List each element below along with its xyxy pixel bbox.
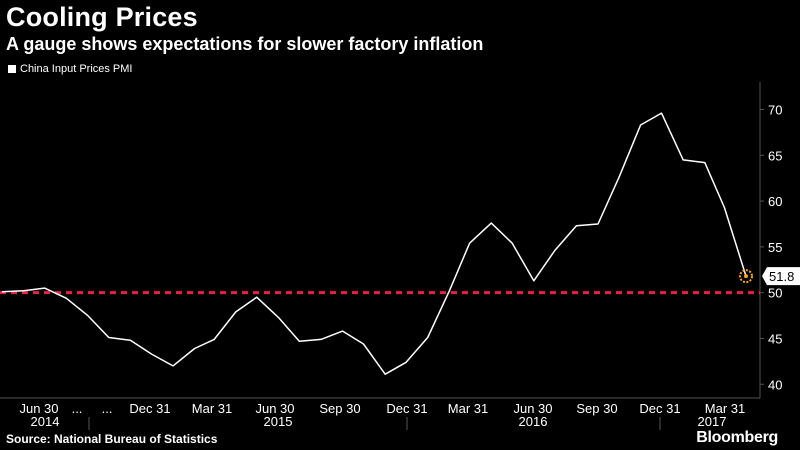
x-tick-label: Mar 31: [448, 401, 488, 416]
legend-swatch-icon: [8, 65, 16, 73]
x-tick-label: Jun 30: [513, 401, 552, 416]
year-label: 2017: [698, 414, 727, 429]
x-tick-label: Sep 30: [319, 401, 360, 416]
y-tick-label: 50: [768, 286, 782, 301]
y-tick-label: 70: [768, 102, 782, 117]
series-line-china-input-prices-pmi: [1, 112, 747, 375]
y-tick-label: 65: [768, 148, 782, 163]
x-tick-label: ...: [72, 401, 83, 416]
last-point-dot: [744, 274, 748, 279]
x-tick-label: Mar 31: [192, 401, 232, 416]
legend: China Input Prices PMI: [8, 63, 133, 75]
year-label: 2016: [519, 414, 548, 429]
y-tick-label: 55: [768, 240, 782, 255]
last-value-callout: [762, 267, 800, 286]
x-tick-label: Dec 31: [129, 401, 170, 416]
x-tick-label: ...: [102, 401, 113, 416]
y-tick-label: 60: [768, 194, 782, 209]
last-point-marker: [739, 269, 753, 284]
x-tick-label: Mar 31: [705, 401, 745, 416]
x-tick-label: Dec 31: [639, 401, 680, 416]
y-tick-label: 45: [768, 331, 782, 346]
x-tick-label: Dec 31: [386, 401, 427, 416]
source-note: Source: National Bureau of Statistics: [6, 432, 218, 446]
last-value-label: 51.8: [769, 269, 794, 284]
brand-logo: Bloomberg: [696, 429, 778, 446]
chart-title: Cooling Prices: [6, 2, 198, 32]
chart-subtitle: A gauge shows expectations for slower fa…: [6, 34, 484, 54]
x-tick-label: Jun 30: [255, 401, 294, 416]
x-tick-label: Jun 30: [19, 401, 58, 416]
legend-label: China Input Prices PMI: [20, 63, 133, 75]
y-tick-label: 40: [768, 377, 782, 392]
year-label: 2014: [31, 414, 60, 429]
year-label: 2015: [264, 414, 293, 429]
x-tick-label: Sep 30: [576, 401, 617, 416]
